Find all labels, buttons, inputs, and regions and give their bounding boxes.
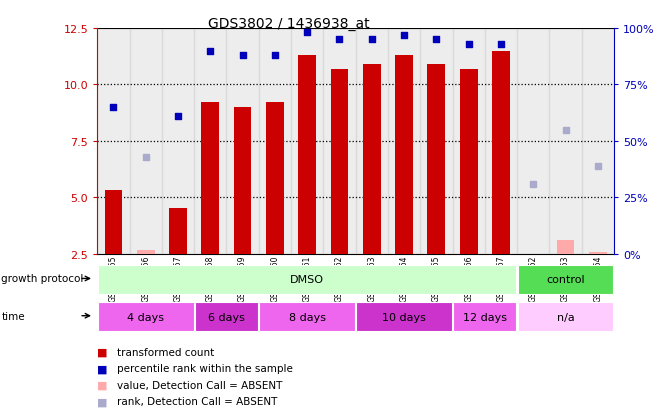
Bar <box>299 56 316 254</box>
Text: ■: ■ <box>97 396 108 406</box>
Bar <box>395 56 413 254</box>
Text: time: time <box>1 311 25 321</box>
Point <box>463 41 474 48</box>
Text: 4 days: 4 days <box>127 312 164 322</box>
Text: GDS3802 / 1436938_at: GDS3802 / 1436938_at <box>208 17 369 31</box>
Point <box>431 37 442 43</box>
Bar <box>452 29 485 254</box>
Point <box>399 32 409 39</box>
Bar <box>162 29 194 254</box>
Bar <box>388 29 420 254</box>
Bar <box>260 303 355 331</box>
Bar <box>259 29 291 254</box>
Bar <box>291 29 323 254</box>
Bar <box>363 65 380 254</box>
Bar <box>453 303 517 331</box>
Bar <box>331 69 348 254</box>
Text: 10 days: 10 days <box>382 312 426 322</box>
Bar <box>195 303 258 331</box>
Text: ■: ■ <box>97 347 108 357</box>
Bar <box>323 29 356 254</box>
Bar <box>518 266 613 294</box>
Bar <box>460 69 478 254</box>
Text: control: control <box>546 275 585 285</box>
Bar <box>227 29 259 254</box>
Point <box>528 181 539 188</box>
Text: n/a: n/a <box>557 312 574 322</box>
Bar <box>427 65 446 254</box>
Point <box>592 163 603 169</box>
Text: rank, Detection Call = ABSENT: rank, Detection Call = ABSENT <box>117 396 278 406</box>
Bar <box>550 29 582 254</box>
Text: ■: ■ <box>97 363 108 373</box>
Point <box>334 37 345 43</box>
Bar <box>201 103 219 254</box>
Bar <box>98 266 517 294</box>
Point <box>140 154 151 161</box>
Bar <box>105 191 122 254</box>
Text: ■: ■ <box>97 380 108 390</box>
Point <box>238 52 248 59</box>
Point <box>205 48 215 55</box>
Point <box>270 52 280 59</box>
Bar <box>356 303 452 331</box>
Bar <box>266 103 284 254</box>
Point <box>108 104 119 111</box>
Point <box>496 41 507 48</box>
Point <box>560 127 571 133</box>
Bar <box>194 29 227 254</box>
Bar <box>589 253 607 254</box>
Text: transformed count: transformed count <box>117 347 215 357</box>
Bar <box>137 251 154 254</box>
Text: value, Detection Call = ABSENT: value, Detection Call = ABSENT <box>117 380 282 390</box>
Point <box>302 30 313 37</box>
Bar <box>517 29 550 254</box>
Bar <box>582 29 614 254</box>
Text: percentile rank within the sample: percentile rank within the sample <box>117 363 293 373</box>
Bar <box>518 303 613 331</box>
Bar <box>356 29 388 254</box>
Text: 8 days: 8 days <box>289 312 325 322</box>
Bar <box>557 240 574 254</box>
Point <box>366 37 377 43</box>
Bar <box>492 51 510 254</box>
Bar <box>97 29 130 254</box>
Bar <box>130 29 162 254</box>
Bar <box>169 209 187 254</box>
Text: 6 days: 6 days <box>208 312 245 322</box>
Text: growth protocol: growth protocol <box>1 274 84 284</box>
Bar <box>420 29 452 254</box>
Text: DMSO: DMSO <box>290 275 324 285</box>
Bar <box>98 303 193 331</box>
Bar <box>485 29 517 254</box>
Point <box>172 114 183 120</box>
Bar <box>234 108 252 254</box>
Text: 12 days: 12 days <box>463 312 507 322</box>
